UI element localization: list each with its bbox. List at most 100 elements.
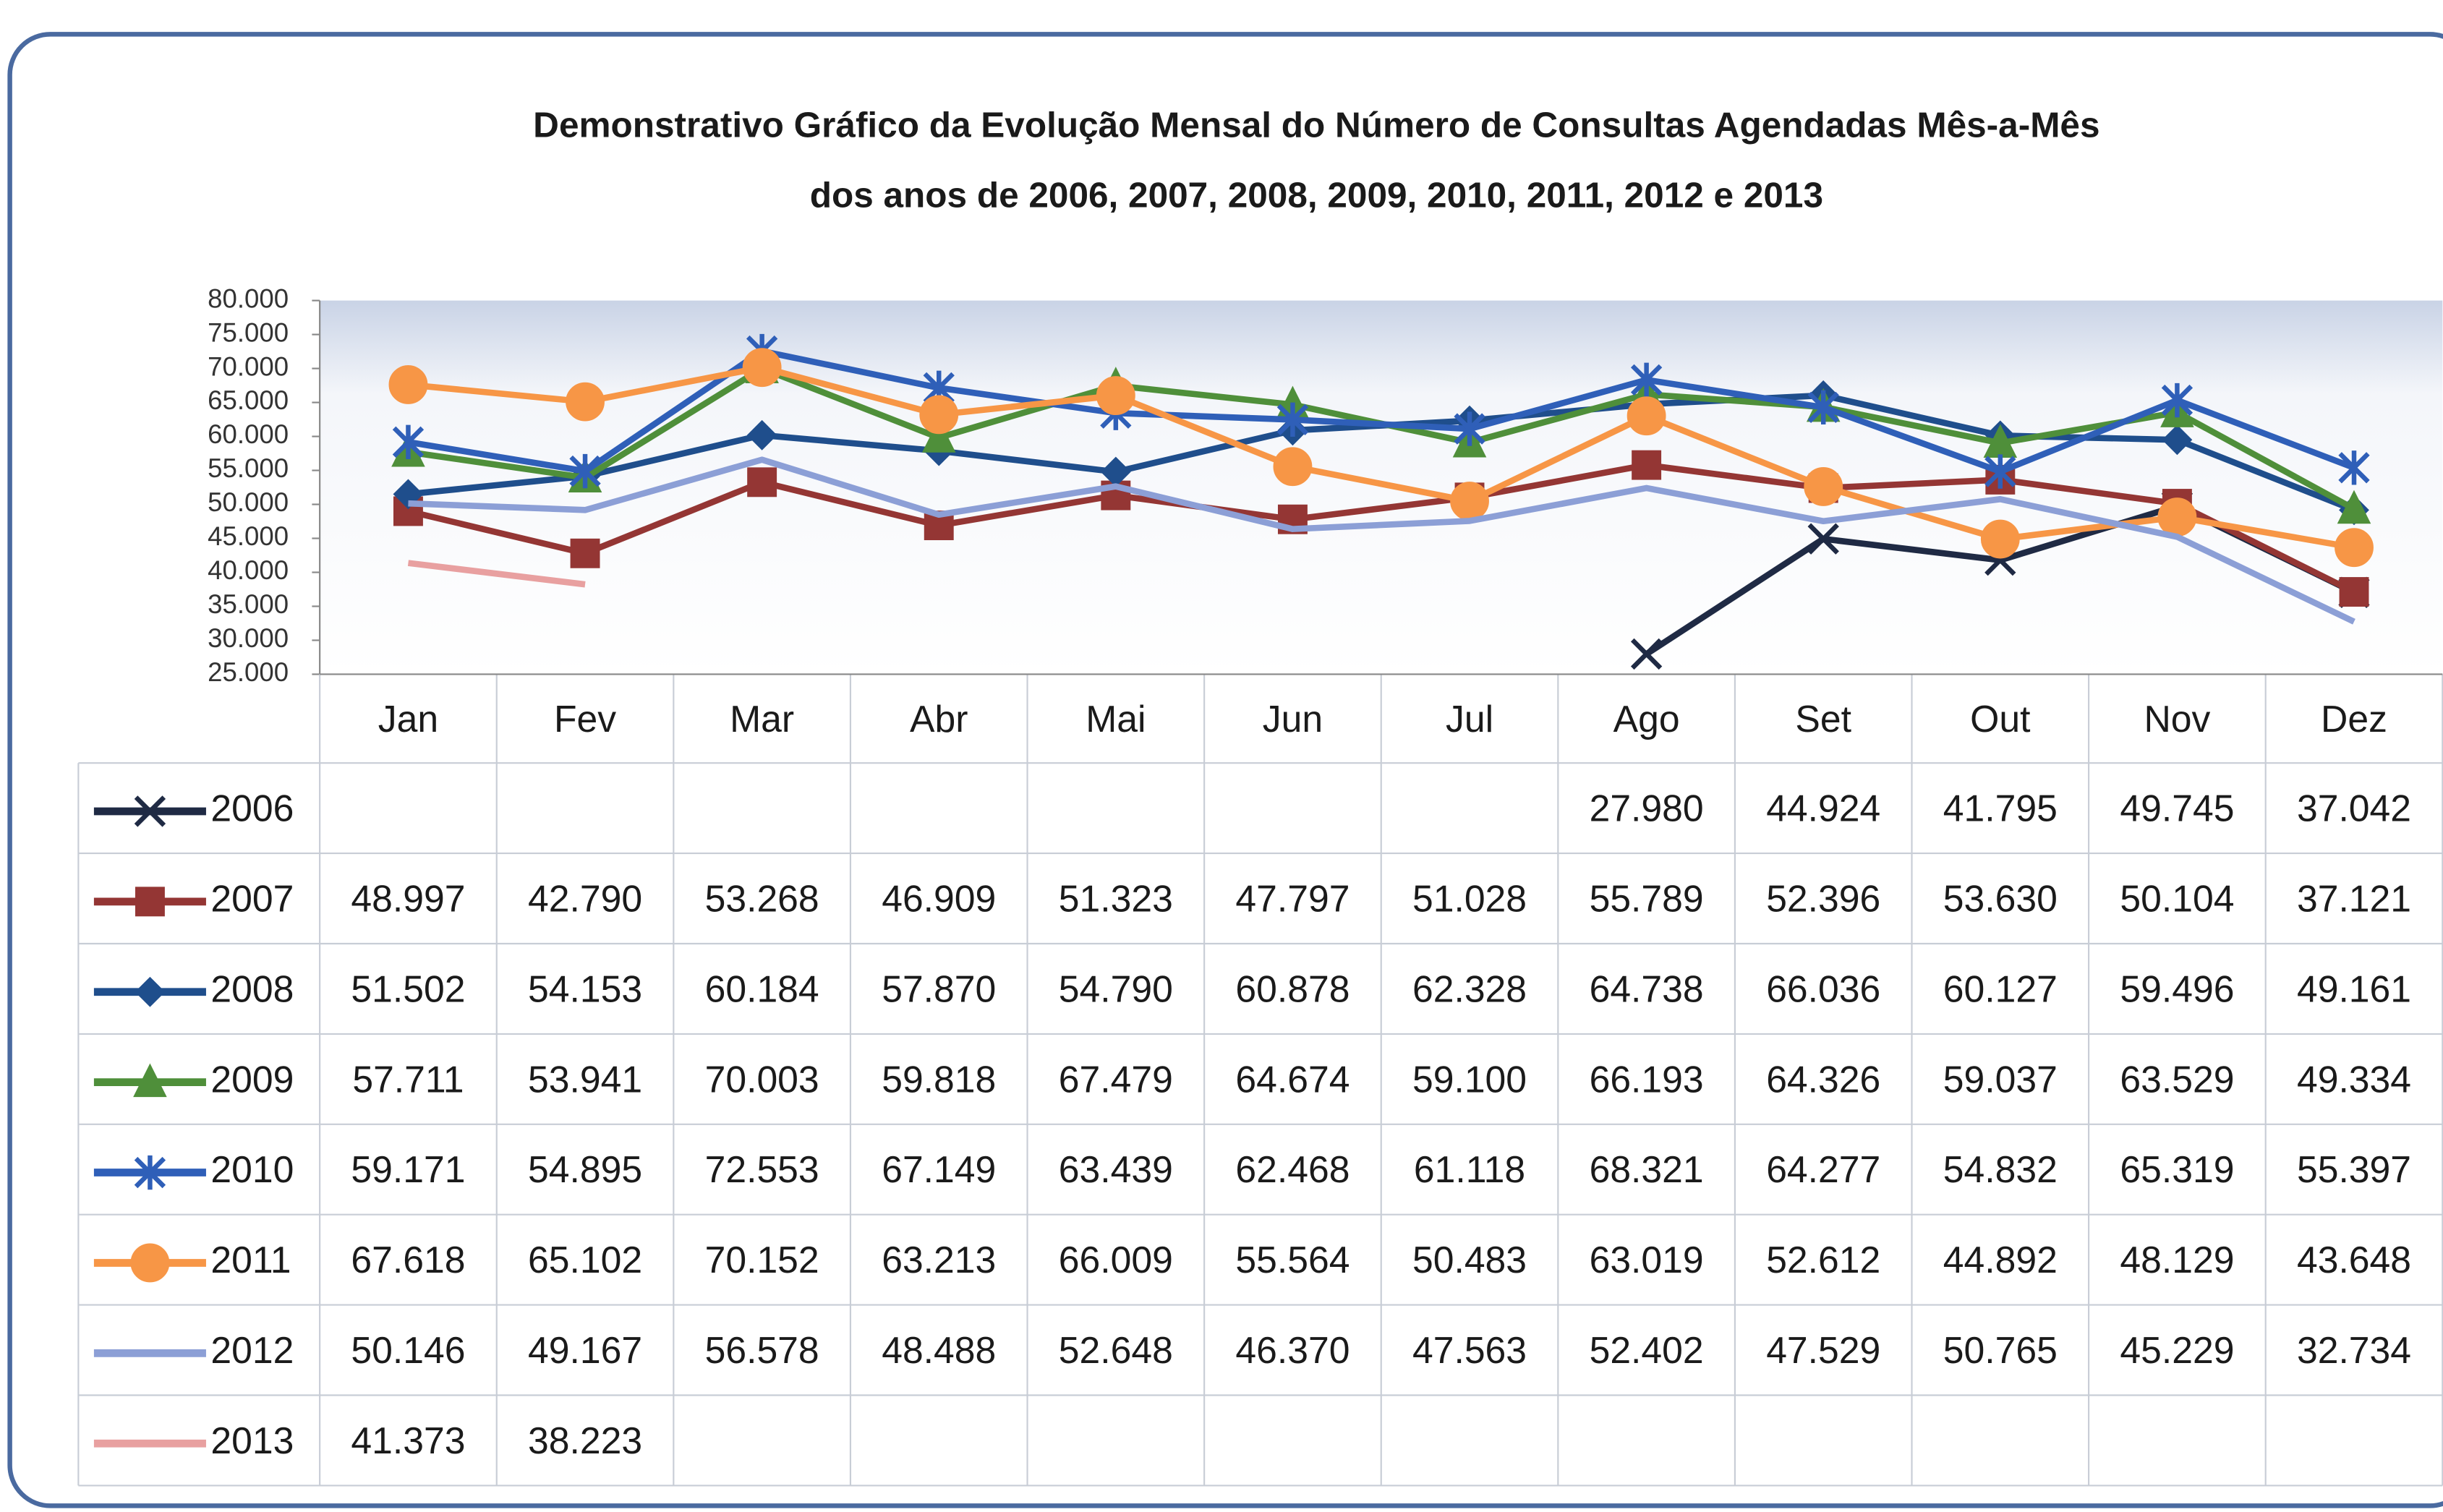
table-cell: 50.765	[1943, 1329, 2058, 1371]
table-cell: 50.483	[1412, 1239, 1527, 1281]
marker	[1807, 523, 1839, 555]
x-tick-label: Nov	[2144, 698, 2210, 740]
table-cell: 54.832	[1943, 1148, 2058, 1190]
y-tick-label: 35.000	[208, 589, 289, 619]
y-tick-label: 75.000	[208, 317, 289, 347]
table-cell: 57.711	[352, 1058, 464, 1100]
legend-label: 2006	[210, 787, 294, 829]
table-cell: 47.797	[1235, 878, 1350, 920]
table-cell: 66.009	[1059, 1239, 1173, 1281]
table-cell: 67.618	[351, 1239, 465, 1281]
y-tick-label: 80.000	[208, 283, 289, 313]
marker	[2162, 424, 2193, 456]
marker	[742, 348, 782, 388]
marker	[392, 424, 425, 460]
table-cell: 52.396	[1766, 878, 1880, 920]
table-cell: 32.734	[2297, 1329, 2411, 1371]
table-cell: 64.674	[1235, 1058, 1350, 1100]
table-cell: 54.153	[528, 968, 642, 1009]
table-cell: 37.121	[2297, 878, 2411, 920]
x-tick-label: Ago	[1613, 698, 1680, 740]
table-cell: 63.019	[1590, 1239, 1704, 1281]
table-cell: 49.167	[528, 1329, 642, 1371]
table-cell: 60.184	[705, 968, 819, 1009]
y-tick-label: 55.000	[208, 453, 289, 483]
table-cell: 51.323	[1059, 878, 1173, 920]
plot-area	[320, 300, 2443, 675]
table-cell: 48.997	[351, 878, 465, 920]
table-cell: 48.129	[2120, 1239, 2234, 1281]
table-cell: 59.171	[351, 1148, 465, 1190]
y-tick-label: 30.000	[208, 623, 289, 653]
table-cell: 38.223	[528, 1419, 642, 1461]
table-cell: 65.319	[2120, 1148, 2234, 1190]
table-cell: 52.648	[1059, 1329, 1173, 1371]
legend-label: 2013	[210, 1419, 294, 1461]
table-cell: 63.529	[2120, 1058, 2234, 1100]
table-cell: 59.818	[882, 1058, 996, 1100]
table-cell: 48.488	[882, 1329, 996, 1371]
table-cell: 72.553	[705, 1148, 819, 1190]
marker	[1630, 362, 1663, 398]
marker	[566, 382, 605, 422]
marker	[133, 1063, 167, 1098]
table-cell: 43.648	[2297, 1239, 2411, 1281]
x-tick-label: Mar	[730, 698, 794, 740]
table-cell: 41.373	[351, 1419, 465, 1461]
marker	[1096, 376, 1135, 416]
table-cell: 53.941	[528, 1058, 642, 1100]
table-cell: 55.789	[1590, 878, 1704, 920]
table-cell: 63.213	[882, 1239, 996, 1281]
series-line	[408, 364, 2355, 551]
table-cell: 55.397	[2297, 1148, 2411, 1190]
x-tick-label: Fev	[554, 698, 616, 740]
table-cell: 64.277	[1766, 1148, 1880, 1190]
marker	[135, 887, 165, 917]
table-cell: 47.529	[1766, 1329, 1880, 1371]
x-tick-label: Dez	[2321, 698, 2387, 740]
y-tick-label: 70.000	[208, 351, 289, 381]
marker	[746, 419, 777, 450]
table-cell: 57.870	[882, 968, 996, 1009]
table-cell: 61.118	[1414, 1148, 1525, 1190]
x-tick-label: Jan	[378, 698, 438, 740]
legend-label: 2010	[210, 1148, 294, 1190]
marker	[570, 538, 600, 568]
table-cell: 52.402	[1590, 1329, 1704, 1371]
legend-label: 2007	[210, 878, 294, 920]
marker	[1632, 450, 1662, 480]
table-cell: 67.479	[1059, 1058, 1173, 1100]
y-tick-label: 60.000	[208, 419, 289, 449]
frame	[7, 32, 2443, 1508]
marker	[1626, 396, 1666, 436]
table-cell: 55.564	[1235, 1239, 1350, 1281]
table-cell: 41.795	[1943, 787, 2058, 829]
marker	[2157, 497, 2197, 537]
marker	[1630, 638, 1663, 670]
table-cell: 27.980	[1590, 787, 1704, 829]
marker	[388, 365, 428, 404]
table-cell: 60.878	[1235, 968, 1350, 1009]
table-cell: 65.102	[528, 1239, 642, 1281]
table-cell: 62.468	[1235, 1148, 1350, 1190]
marker	[393, 479, 424, 510]
y-tick-label: 40.000	[208, 555, 289, 585]
table-cell: 49.745	[2120, 787, 2234, 829]
marker	[1804, 467, 1843, 506]
y-tick-label: 45.000	[208, 521, 289, 551]
marker	[130, 1243, 170, 1283]
table-cell: 49.334	[2297, 1058, 2411, 1100]
series-line	[407, 461, 2355, 595]
table-cell: 50.104	[2120, 878, 2234, 920]
legend-label: 2008	[210, 968, 294, 1009]
legend-label: 2009	[210, 1058, 294, 1100]
table-cell: 59.100	[1412, 1058, 1527, 1100]
marker	[919, 395, 959, 435]
table-cell: 42.790	[528, 878, 642, 920]
marker	[747, 467, 777, 497]
marker	[1273, 447, 1313, 487]
marker	[2338, 450, 2370, 485]
table-cell: 52.612	[1766, 1239, 1880, 1281]
marker	[2335, 528, 2374, 568]
